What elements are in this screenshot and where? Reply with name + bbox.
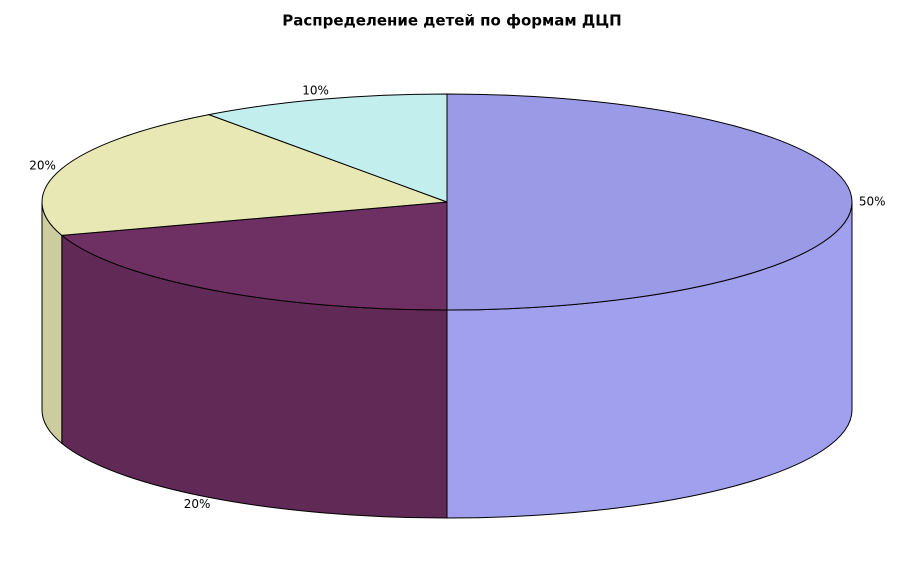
data-label: 50% xyxy=(859,195,886,209)
data-label: 20% xyxy=(184,497,211,511)
data-label: 20% xyxy=(29,158,56,172)
slice xyxy=(446,93,853,311)
slice xyxy=(207,93,448,203)
slice-side xyxy=(41,201,63,445)
slice xyxy=(60,201,448,311)
slice xyxy=(41,114,448,236)
chart-title: Распределение детей по формам ДЦП xyxy=(282,12,621,30)
data-label: 10% xyxy=(302,84,329,98)
